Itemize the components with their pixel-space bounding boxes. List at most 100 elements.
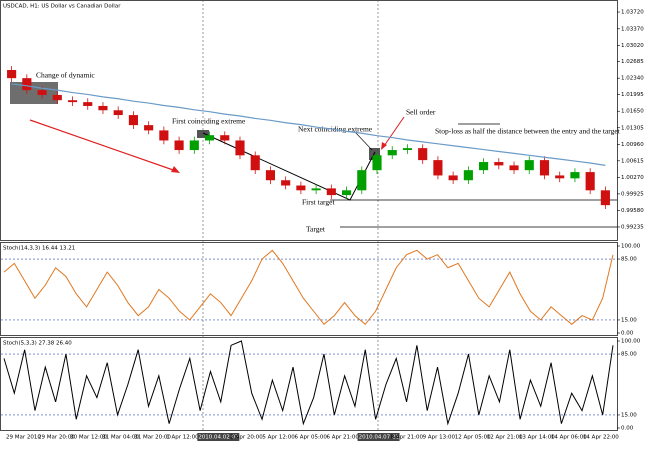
x-tick-label: 30 Mar 12:00	[70, 435, 107, 441]
candle-body	[7, 70, 17, 79]
candle-body	[494, 162, 504, 166]
candle-body	[189, 140, 199, 151]
annotation: First target	[302, 198, 335, 207]
candle-body	[418, 148, 428, 161]
x-tick-label: 13 Apr 14:00	[519, 435, 555, 441]
candle-body	[570, 172, 580, 179]
candle-body	[509, 165, 519, 171]
arrow-head	[171, 166, 180, 173]
arrow-head	[381, 142, 387, 150]
y-tick-label: 1.02340	[621, 76, 644, 82]
x-tick-label: 8 Apr 21:00	[391, 435, 424, 441]
y-tick-label: 1.01305	[621, 125, 644, 131]
y-tick-label: 0.00	[621, 331, 634, 337]
candle-body	[387, 150, 397, 156]
candle-body	[52, 94, 62, 101]
x-tick-label: 14 Apr 06:00	[551, 435, 587, 441]
candle-body	[204, 135, 215, 141]
x-label-highlight	[357, 433, 400, 441]
annotation: First coinciding extreme	[172, 117, 246, 126]
x-label-highlight	[197, 433, 240, 441]
candle-body	[326, 188, 336, 196]
highlight-box	[197, 130, 209, 138]
annotation: Target	[306, 225, 326, 234]
indicator-title: Stoch(5,3,3) 27.38 26.40	[3, 341, 72, 347]
x-tick-label: 1 Apr 12:00	[166, 435, 199, 441]
candle-body	[433, 160, 443, 176]
candle-body	[463, 170, 473, 181]
candle-body	[83, 102, 93, 106]
x-tick-label: 2010.04.07 22:00	[359, 435, 409, 441]
x-tick-label: 12 Apr 21:00	[487, 435, 523, 441]
candle-body	[174, 140, 184, 151]
x-tick-label: 14 Apr 22:00	[583, 435, 619, 441]
x-tick-label: 6 Apr 21:00	[327, 435, 360, 441]
candle-body	[144, 125, 154, 131]
y-tick-label: 1.03720	[621, 10, 644, 16]
x-tick-label: 12 Apr 05:00	[455, 435, 491, 441]
candle-body	[479, 162, 489, 171]
candle-body	[555, 175, 565, 179]
x-tick-label: 2 Apr 20:00	[230, 435, 263, 441]
candle-body	[235, 140, 245, 156]
candle-body	[311, 188, 321, 191]
candle-body	[98, 105, 108, 111]
x-tick-label: 5 Apr 12:00	[262, 435, 295, 441]
x-tick-label: 29 Mar 20:00	[38, 435, 75, 441]
candle-body	[159, 130, 169, 141]
x-tick-label: 31 Mar 04:00	[102, 435, 139, 441]
stoch-panel	[0, 242, 618, 336]
y-tick-label: 1.00270	[621, 175, 644, 181]
candle-body	[372, 155, 382, 171]
y-tick-label: 1.02685	[621, 59, 644, 65]
candle-body	[22, 78, 32, 91]
trend-arrow	[29, 119, 177, 172]
y-tick-label: 15.00	[621, 412, 637, 418]
candle-body	[539, 160, 550, 176]
y-tick-label: 85.00	[621, 257, 637, 263]
highlight-box	[10, 82, 58, 104]
candle-body	[37, 90, 47, 95]
sell-arrow	[383, 116, 405, 147]
y-tick-label: 85.00	[621, 352, 637, 358]
candle-body	[265, 170, 276, 181]
y-tick-label: 100.00	[621, 244, 641, 250]
candle-body	[113, 110, 123, 116]
pointer	[354, 131, 373, 151]
main-panel	[0, 0, 618, 241]
candle-body	[281, 180, 291, 186]
y-tick-label: 0.99580	[621, 208, 644, 214]
y-tick-label: 1.01650	[621, 109, 644, 115]
candle-body	[250, 155, 260, 171]
candle-body	[341, 190, 352, 196]
candle-body	[402, 148, 413, 151]
candle-body	[357, 170, 367, 191]
y-tick-label: 0.99235	[621, 224, 644, 230]
candle-body	[128, 115, 138, 126]
annotation: Change of dynamic	[36, 71, 95, 80]
chart-title: USDCAD, H1: US Dollar vs Canadian Dollar	[3, 4, 121, 10]
y-tick-label: 1.00960	[621, 142, 644, 148]
candle-body	[585, 172, 595, 191]
candle-body	[220, 135, 230, 141]
y-tick-label: 0.00	[621, 426, 634, 432]
y-tick-label: 100.00	[621, 339, 641, 345]
candle-body	[296, 185, 306, 191]
y-tick-label: 1.01995	[621, 92, 644, 98]
x-tick-label: 6 Apr 05:00	[294, 435, 327, 441]
x-tick-label: 9 Apr 13:00	[423, 435, 456, 441]
candle-body	[448, 175, 458, 181]
indicator-title: Stoch(14,3,3) 16.44 13.21	[3, 246, 75, 252]
annotation: Stop-loss as half the distance between t…	[435, 127, 621, 136]
candle-body	[67, 100, 78, 103]
y-tick-label: 1.03370	[621, 26, 644, 32]
y-tick-label: 1.03020	[621, 43, 644, 49]
y-tick-label: 1.00615	[621, 158, 644, 164]
indicator-line	[3, 249, 614, 326]
moving-average	[11, 83, 606, 166]
y-tick-label: 0.99925	[621, 191, 644, 197]
annotation: Sell order	[406, 108, 436, 117]
x-tick-label: 2010.04.02 07:00	[198, 435, 248, 441]
